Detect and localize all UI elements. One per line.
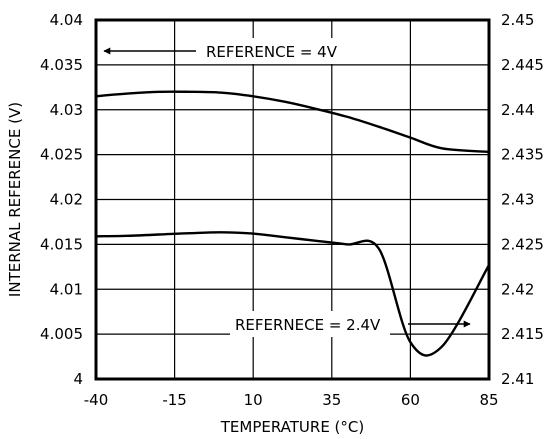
x-tick-label: -40: [84, 391, 109, 409]
tick-labels: -40 -15 10 35 60 85 4 4.005 4.01 4.015 4.02 4.025 4.…: [40, 11, 544, 409]
x-tick-label: 10: [244, 391, 263, 409]
y-right-tick-label: 2.435: [501, 146, 544, 164]
y-right-tick-label: 2.45: [501, 11, 534, 29]
annotation-2-4v: REFERNECE = 2.4V: [235, 316, 381, 334]
annotation-4v: REFERENCE = 4V: [206, 43, 338, 61]
annotations: REFERENCE = 4V REFERNECE = 2.4V: [103, 38, 471, 337]
y-left-tick-label: 4.015: [40, 235, 83, 253]
annotation-bg: [230, 311, 390, 337]
y-left-tick-label: 4: [73, 370, 83, 388]
y-right-tick-label: 2.41: [501, 370, 534, 388]
y-left-tick-label: 4.01: [50, 280, 83, 298]
series-line-4v: [95, 90, 490, 154]
x-tick-label: 60: [401, 391, 420, 409]
series-lines: [95, 90, 491, 357]
y-right-tick-label: 2.44: [501, 101, 534, 119]
series-line-2-4v: [95, 231, 491, 357]
y-left-tick-label: 4.02: [50, 191, 83, 209]
y-right-tick-label: 2.42: [501, 280, 534, 298]
x-tick-label: -15: [162, 391, 187, 409]
y-left-tick-label: 4.005: [40, 325, 83, 343]
y-left-tick-label: 4.035: [40, 56, 83, 74]
x-tick-label: 85: [479, 391, 498, 409]
plot-frame: [94, 18, 491, 381]
x-axis-title: TEMPERATURE (°C): [220, 418, 365, 436]
y-left-tick-label: 4.03: [50, 101, 83, 119]
x-tick-label: 35: [322, 391, 341, 409]
y-axis-title: INTERNAL REFERENCE (V): [6, 102, 24, 297]
y-left-tick-label: 4.04: [50, 11, 83, 29]
y-right-tick-label: 2.43: [501, 191, 534, 209]
annotation-bg: [200, 38, 352, 64]
y-right-tick-label: 2.425: [501, 235, 544, 253]
y-right-tick-label: 2.445: [501, 56, 544, 74]
y-left-tick-label: 4.025: [40, 146, 83, 164]
y-right-tick-label: 2.415: [501, 325, 544, 343]
